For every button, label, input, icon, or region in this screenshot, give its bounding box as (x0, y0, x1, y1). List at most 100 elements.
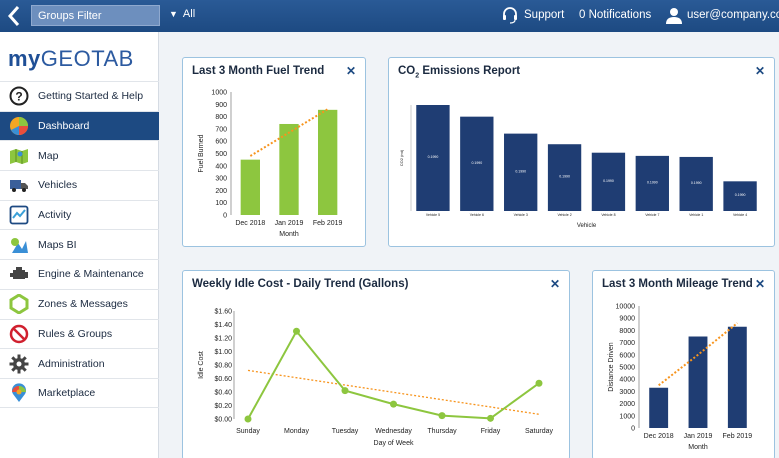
y-axis-label: CO2 (mt) (399, 149, 404, 166)
y-tick-label: 500 (215, 151, 227, 158)
sidebar-item-activity[interactable]: Activity (0, 199, 159, 230)
y-tick-label: 8000 (619, 328, 635, 335)
sidebar-item-maps-bi[interactable]: Maps BI (0, 229, 159, 259)
y-tick-label: $1.00 (214, 349, 232, 356)
y-tick-label: 600 (215, 139, 227, 146)
trend-line (658, 322, 738, 387)
close-icon[interactable]: ✕ (345, 64, 356, 78)
sidebar-item-label: Administration (38, 357, 105, 370)
groups-filter-input[interactable] (31, 5, 160, 26)
bar (723, 181, 757, 211)
sidebar-nav: ? Getting Started & Help Dashboard Map V… (0, 81, 159, 408)
all-groups-dropdown[interactable]: ▼ All (169, 8, 195, 20)
top-bar: ▼ All Support 0 Notifications user@compan… (0, 0, 779, 32)
y-tick-label: 100 (215, 200, 227, 207)
data-label: 0.1990 (691, 181, 702, 185)
title-subscript: 2 (415, 72, 420, 80)
close-icon[interactable]: ✕ (549, 277, 560, 291)
y-tick-label: 10000 (616, 304, 636, 311)
sidebar-item-label: Zones & Messages (38, 298, 128, 311)
notifications-link[interactable]: 0 Notifications (579, 9, 652, 21)
sidebar-item-map[interactable]: Map (0, 140, 159, 170)
x-tick-label: Vehicle 6 (470, 213, 484, 217)
svg-text:?: ? (15, 90, 22, 104)
dashboard-icon (9, 116, 29, 136)
x-axis-label: Day of Week (374, 440, 414, 447)
close-icon[interactable]: ✕ (754, 64, 765, 78)
data-label: 0.1990 (735, 193, 746, 197)
bar (279, 123, 299, 215)
co2-emissions-chart: 0.1990 Vehicle 5 0.1990 Vehicle 6 0.1990 Vehi… (399, 105, 757, 229)
y-tick-label: 900 (215, 102, 227, 109)
close-icon[interactable]: ✕ (754, 277, 765, 291)
sidebar-item-label: Dashboard (38, 120, 90, 133)
x-tick-label: Wednesday (375, 428, 412, 435)
sidebar-item-rules-groups[interactable]: Rules & Groups (0, 318, 159, 349)
x-axis-label: Month (688, 444, 708, 451)
y-axis-label: Idle Cost (198, 351, 205, 379)
map-icon (9, 146, 29, 166)
co2-emissions-card: CO2 Emissions Report ✕ 0.1990 Vehicle 5 0.… (388, 57, 775, 247)
x-tick-label: Jan 2019 (684, 433, 713, 440)
y-axis-label: Distance Driven (608, 342, 615, 392)
y-tick-label: 400 (215, 163, 227, 170)
idle-cost-card: Weekly Idle Cost - Daily Trend (Gallons)… (182, 270, 570, 458)
x-tick-label: Tuesday (332, 428, 359, 435)
data-point (438, 412, 446, 420)
x-tick-label: Vehicle 4 (733, 213, 747, 217)
trend-line (247, 369, 540, 415)
idle-cost-chart: $0.00 $0.20 $0.40 $0.60 $0.80 $1.00 $1.20 $1.40… (198, 309, 554, 448)
x-tick-label: Vehicle 5 (426, 213, 440, 217)
sidebar-item-dashboard[interactable]: Dashboard (0, 110, 159, 141)
y-tick-label: $1.40 (214, 322, 232, 329)
y-tick-label: $1.60 (214, 309, 232, 316)
sidebar-item-marketplace[interactable]: Marketplace (0, 377, 159, 408)
data-point (535, 379, 543, 387)
bar (591, 152, 626, 211)
y-tick-label: 200 (215, 188, 227, 195)
data-point (487, 414, 494, 422)
headset-icon (503, 7, 517, 24)
mygeotab-logo[interactable]: myGEOTAB (8, 46, 134, 72)
x-tick-label: Saturday (525, 428, 554, 435)
sidebar: myGEOTAB ? Getting Started & Help Dashbo… (0, 32, 159, 458)
y-tick-label: 700 (215, 126, 227, 133)
bar (727, 326, 747, 428)
x-axis-label: Month (279, 231, 299, 238)
sidebar-item-zones-messages[interactable]: Zones & Messages (0, 288, 159, 319)
y-tick-label: 3000 (619, 389, 635, 396)
sidebar-item-getting-started[interactable]: ? Getting Started & Help (0, 81, 159, 111)
x-tick-label: Thursday (427, 428, 457, 435)
support-link[interactable]: Support (501, 6, 564, 24)
y-tick-label: $1.20 (214, 336, 232, 343)
x-tick-label: Friday (481, 428, 501, 435)
bar (504, 133, 538, 211)
engine-icon (9, 264, 29, 284)
truck-icon (9, 175, 29, 195)
back-arrow-icon[interactable] (6, 5, 22, 27)
x-tick-label: Jan 2019 (275, 220, 304, 227)
bar (416, 105, 450, 211)
sidebar-item-vehicles[interactable]: Vehicles (0, 170, 159, 200)
sidebar-item-label: Vehicles (38, 179, 78, 192)
user-menu[interactable]: user@company.com (665, 6, 779, 24)
fuel-trend-chart: 0 100 200 300 400 500 600 700 800 900 1000 Dec 2018… (198, 90, 343, 239)
bar (679, 156, 713, 211)
y-tick-label: $0.60 (214, 376, 232, 383)
user-icon (666, 8, 682, 24)
y-tick-label: 9000 (619, 316, 635, 323)
y-tick-label: 0 (223, 213, 227, 220)
user-email: user@company.com (687, 9, 779, 21)
x-tick-label: Vehicle 2 (557, 213, 571, 217)
x-tick-label: Monday (284, 428, 309, 435)
data-point (390, 400, 397, 408)
marketplace-icon (9, 383, 29, 403)
zones-icon (9, 294, 29, 315)
data-label: 0.1990 (428, 155, 439, 159)
sidebar-item-engine-maintenance[interactable]: Engine & Maintenance (0, 259, 159, 289)
y-tick-label: $0.20 (214, 403, 232, 410)
mileage-trend-chart: 0 1000 2000 3000 4000 5000 6000 7000 8000 9000 100… (608, 304, 752, 452)
card-title: CO2 Emissions Report (398, 65, 520, 79)
sidebar-item-administration[interactable]: Administration (0, 348, 159, 378)
y-tick-label: 7000 (619, 340, 635, 347)
